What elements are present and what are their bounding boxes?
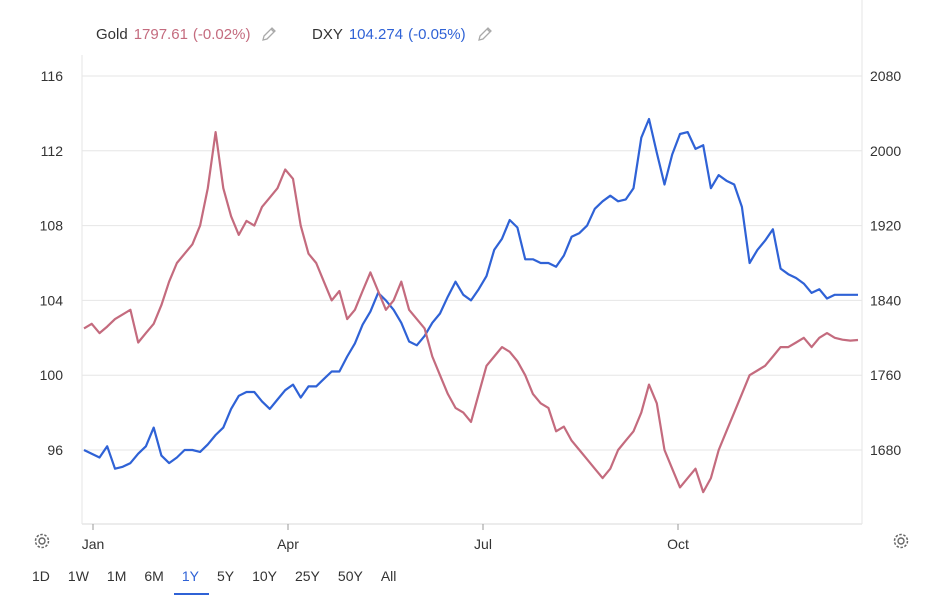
gear-icon[interactable] — [32, 531, 52, 551]
right-tick-label: 1680 — [870, 442, 901, 458]
legend-gold-value: 1797.61 — [133, 25, 188, 43]
right-tick-label: 2080 — [870, 68, 901, 84]
series-gold-line — [83, 131, 859, 494]
left-tick-label: 112 — [41, 143, 64, 159]
left-tick-label: 116 — [41, 68, 64, 84]
right-tick-label: 1840 — [870, 292, 901, 308]
x-axis: Jan Apr Jul Oct — [82, 524, 689, 552]
left-axis: 116 112 108 104 100 96 — [40, 68, 64, 458]
range-button-50y[interactable]: 50Y — [337, 568, 363, 584]
range-button-6m[interactable]: 6M — [144, 568, 164, 584]
grid — [81, 0, 863, 525]
range-button-1m[interactable]: 1M — [106, 568, 127, 584]
left-tick-label: 108 — [40, 218, 64, 234]
left-tick-label: 100 — [40, 367, 64, 383]
right-tick-label: 1920 — [870, 218, 901, 234]
right-tick-label: 1760 — [870, 367, 901, 383]
series-dxy-line — [83, 117, 858, 470]
legend-dxy-change: (-0.05%) — [408, 25, 466, 43]
x-tick-label: Apr — [277, 536, 299, 552]
x-tick-label: Oct — [667, 536, 689, 552]
pencil-icon[interactable] — [260, 25, 278, 43]
legend-gold: Gold 1797.61 (-0.02%) — [96, 25, 278, 43]
range-button-5y[interactable]: 5Y — [216, 568, 235, 584]
legend-gold-change: (-0.02%) — [192, 25, 251, 43]
x-tick-label: Jan — [82, 536, 105, 552]
legend-dxy-name: DXY — [312, 25, 343, 43]
right-tick-label: 2000 — [870, 143, 901, 159]
range-button-10y[interactable]: 10Y — [252, 568, 277, 584]
legend-dxy-value: 104.274 — [348, 25, 404, 43]
pencil-icon[interactable] — [476, 25, 494, 43]
right-axis: 2080 2000 1920 1840 1760 1680 — [870, 68, 901, 458]
x-tick-label: Jul — [474, 536, 492, 552]
range-button-1w[interactable]: 1W — [67, 568, 89, 584]
left-tick-label: 104 — [40, 292, 64, 308]
time-range-bar: 1D 1W 1M 6M 1Y 5Y 10Y 25Y 50Y All — [24, 565, 406, 597]
range-button-1y[interactable]: 1Y — [173, 565, 210, 597]
range-button-1d[interactable]: 1D — [32, 568, 50, 584]
left-tick-label: 96 — [47, 442, 63, 458]
range-button-all[interactable]: All — [380, 568, 397, 584]
legend-gold-name: Gold — [96, 25, 128, 43]
gear-icon[interactable] — [891, 531, 911, 551]
range-button-25y[interactable]: 25Y — [294, 568, 320, 584]
series-layer — [83, 117, 859, 494]
legend-dxy: DXY 104.274 (-0.05%) — [312, 25, 494, 43]
